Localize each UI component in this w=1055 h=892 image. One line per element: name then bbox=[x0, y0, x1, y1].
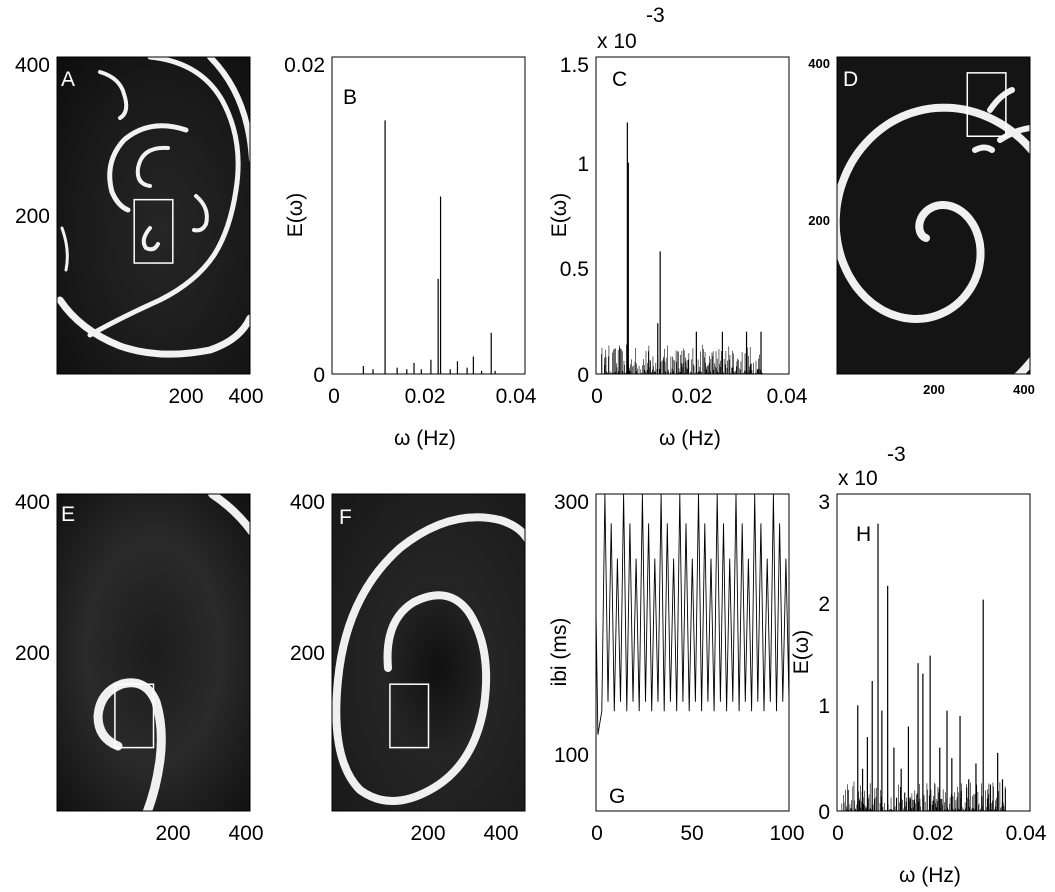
panel-e-label: E bbox=[61, 503, 75, 526]
panel-b-xtick: 0.02 bbox=[405, 385, 446, 408]
panel-b-xtick: 0.04 bbox=[496, 385, 537, 408]
panel-c-ytick: 0.5 bbox=[560, 258, 589, 281]
panel-d-inset-box bbox=[966, 72, 1007, 137]
panel-d: D 400 200 200 400 bbox=[808, 56, 1035, 397]
panel-b-ytick: 0.02 bbox=[284, 54, 325, 77]
panel-c-ytick: 1.5 bbox=[560, 54, 589, 77]
panel-e-xtick: 400 bbox=[228, 822, 263, 845]
panel-h-scale-exp: -3 bbox=[887, 443, 906, 466]
panel-d-spiral-wave bbox=[837, 103, 1030, 374]
panel-c-ytick: 0 bbox=[577, 364, 589, 387]
panel-h-xtick: 0.02 bbox=[913, 822, 954, 845]
panel-a-xtick: 200 bbox=[168, 385, 203, 408]
panel-e: E 400 200 200 400 bbox=[15, 491, 264, 845]
panel-h-xtick: 0 bbox=[832, 822, 844, 845]
panel-c-scale-base: x 10 bbox=[597, 30, 637, 53]
panel-g-ytick: 100 bbox=[554, 744, 589, 767]
panel-b-xtick: 0 bbox=[328, 385, 340, 408]
panel-d-label: D bbox=[843, 68, 858, 91]
panel-g-ibi-series bbox=[595, 493, 790, 735]
panel-f-inset-box bbox=[389, 683, 430, 749]
panel-c: C x 10 -3 1.5 1 0.5 0 0 0.02 0.04 ω (Hz)… bbox=[548, 4, 808, 450]
panel-h-xtick: 0.04 bbox=[1006, 822, 1047, 845]
panel-f-label: F bbox=[339, 506, 352, 529]
panel-h: H x 10 -3 3 2 1 0 0 0.02 0.04 ω (Hz) E(ω… bbox=[790, 443, 1047, 887]
panel-a-xtick: 400 bbox=[228, 385, 263, 408]
panel-c-xtick: 0 bbox=[591, 385, 603, 408]
panel-c-xtick: 0.04 bbox=[767, 385, 808, 408]
panel-e-image bbox=[57, 494, 250, 811]
panel-e-spiral-wave bbox=[93, 678, 166, 811]
panel-c-xlabel: ω (Hz) bbox=[659, 427, 721, 450]
panel-f-ytick: 400 bbox=[290, 491, 325, 514]
panel-f-xtick: 200 bbox=[410, 822, 445, 845]
panel-c-label: C bbox=[612, 68, 627, 91]
panel-f-xtick: 400 bbox=[483, 822, 518, 845]
panel-e-outer-front bbox=[208, 494, 250, 536]
panel-h-ytick: 1 bbox=[818, 695, 830, 718]
panel-h-scale-base: x 10 bbox=[838, 467, 878, 490]
panel-d-xtick: 200 bbox=[923, 382, 945, 397]
panel-a-wavefronts bbox=[57, 57, 250, 358]
panel-a: A 400 200 200 400 bbox=[15, 54, 264, 408]
panel-d-ytick: 400 bbox=[808, 56, 830, 71]
panel-e-inset-box bbox=[114, 683, 155, 749]
panel-b-ytick: 0 bbox=[313, 364, 325, 387]
panel-f-image bbox=[332, 494, 525, 811]
panel-h-label: H bbox=[856, 523, 871, 546]
panel-f-spiral-wave bbox=[332, 513, 525, 805]
panel-e-xtick: 200 bbox=[155, 822, 190, 845]
panel-g: G 300 100 0 50 100 ibi (ms) bbox=[548, 491, 805, 845]
panel-h-xlabel: ω (Hz) bbox=[899, 864, 961, 887]
panel-f: F 400 200 200 400 bbox=[290, 491, 526, 845]
panel-a-image bbox=[57, 57, 250, 374]
panel-c-scale-exp: -3 bbox=[646, 4, 665, 27]
panel-g-label: G bbox=[609, 785, 625, 808]
panel-d-broken-front bbox=[972, 87, 1030, 153]
panel-a-inset-box bbox=[133, 198, 174, 264]
panel-g-ytick: 300 bbox=[554, 491, 589, 514]
panel-g-ylabel: ibi (ms) bbox=[548, 618, 571, 687]
panel-b: B 0.02 0 0 0.02 0.04 ω (Hz) E(ω) bbox=[284, 54, 537, 450]
panel-g-xtick: 0 bbox=[591, 822, 603, 845]
panel-h-ytick: 2 bbox=[818, 593, 830, 616]
panel-b-ylabel: E(ω) bbox=[284, 193, 307, 237]
panel-g-xtick: 50 bbox=[680, 822, 703, 845]
panel-g-xtick: 100 bbox=[769, 822, 804, 845]
panel-a-ytick: 400 bbox=[15, 54, 50, 77]
panel-c-ytick: 1 bbox=[577, 153, 589, 176]
panel-a-ytick: 200 bbox=[15, 205, 50, 228]
panel-b-xlabel: ω (Hz) bbox=[394, 427, 456, 450]
panel-c-ylabel: E(ω) bbox=[548, 193, 571, 237]
panel-c-xtick: 0.02 bbox=[672, 385, 713, 408]
panel-e-ytick: 400 bbox=[15, 491, 50, 514]
panel-b-spectrum bbox=[362, 120, 496, 374]
panel-d-ytick: 200 bbox=[808, 213, 830, 228]
panel-h-spectrum bbox=[841, 523, 1006, 811]
panel-b-label: B bbox=[343, 86, 357, 109]
panel-a-label: A bbox=[61, 68, 75, 91]
panel-e-ytick: 200 bbox=[15, 642, 50, 665]
panel-h-ytick: 0 bbox=[818, 801, 830, 824]
panel-h-ylabel: E(ω) bbox=[790, 630, 813, 674]
panel-h-ytick: 3 bbox=[818, 491, 830, 514]
panel-d-xtick: 400 bbox=[1013, 382, 1035, 397]
panel-c-spectrum bbox=[600, 122, 763, 374]
panel-f-ytick: 200 bbox=[290, 642, 325, 665]
